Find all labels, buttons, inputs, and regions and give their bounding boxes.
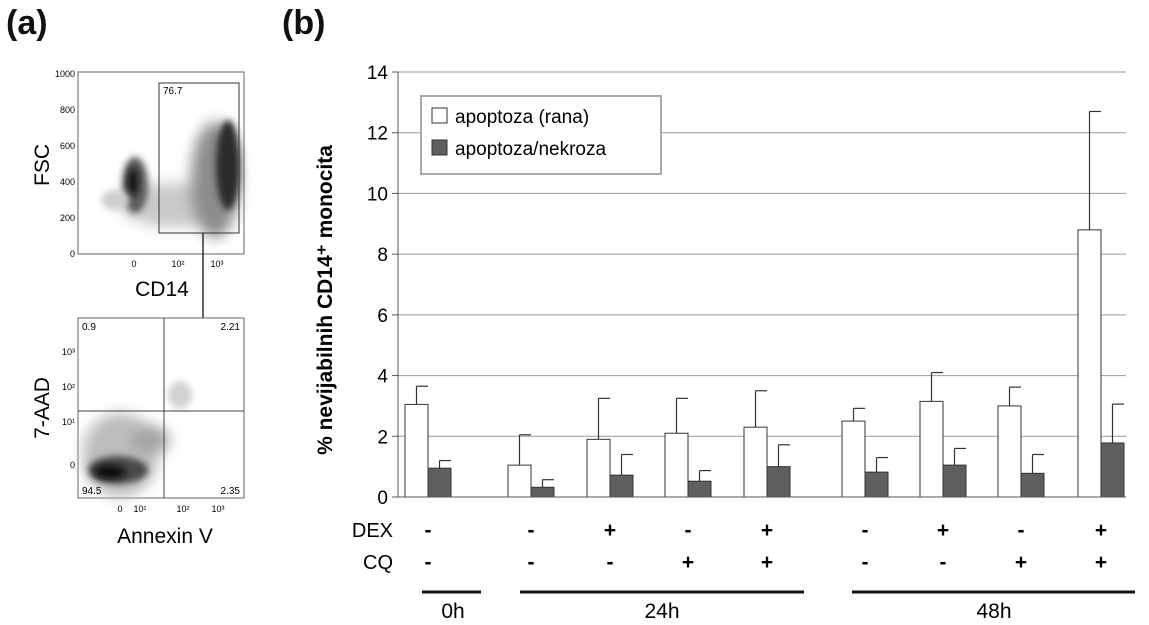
legend-swatch — [431, 139, 448, 156]
bar-apoptoza-rana — [664, 432, 689, 498]
plot1-xtick: 10³ — [210, 259, 223, 269]
condition-symbol: + — [604, 519, 616, 542]
condition-symbol: - — [862, 519, 869, 542]
condition-symbol: - — [862, 551, 869, 574]
plot1-ytick: 600 — [60, 141, 75, 151]
quadrant-lower-right: 2.35 — [221, 486, 241, 497]
condition-row-label: CQ — [363, 552, 393, 574]
y-tick-label: 8 — [377, 245, 388, 266]
bar-apoptoza-nekroza — [864, 471, 889, 498]
gate-value: 76.7 — [163, 86, 183, 97]
plot2-xtick: 10¹ — [133, 504, 146, 514]
plot2-ylabel: 7-AAD — [31, 377, 54, 439]
plot1-ytick: 800 — [60, 105, 75, 115]
bar-apoptoza-rana — [1077, 229, 1102, 498]
plot1-xlabel: CD14 — [135, 278, 189, 301]
bar-apoptoza-nekroza — [942, 464, 967, 498]
condition-symbol: + — [1095, 519, 1107, 542]
condition-row-label: DEX — [352, 520, 393, 542]
plot2-ytick: 0 — [70, 460, 75, 470]
y-tick-label: 0 — [377, 488, 388, 509]
y-tick-label: 12 — [367, 124, 388, 145]
condition-symbol: - — [685, 519, 692, 542]
time-group-label: 24h — [644, 600, 679, 623]
flow-plot-cd14-fsc: 76.7 1000 800 600 400 200 0 0 10² 10³ FS… — [31, 69, 245, 301]
legend-swatch — [431, 107, 448, 124]
bars — [404, 110, 1125, 498]
condition-symbol: + — [937, 519, 949, 542]
bar-apoptoza-nekroza — [427, 467, 452, 498]
condition-symbol: + — [682, 551, 694, 574]
y-tick-label: 14 — [367, 63, 389, 84]
condition-symbol: - — [607, 551, 614, 574]
condition-symbol: + — [761, 519, 773, 542]
quadrant-lower-left: 94.5 — [82, 486, 102, 497]
plot1-ytick: 1000 — [55, 69, 75, 79]
legend-label: apoptoza (rana) — [455, 107, 589, 128]
time-group-label: 48h — [976, 600, 1011, 623]
plot1-ytick: 0 — [70, 249, 75, 259]
condition-symbol: + — [1015, 551, 1027, 574]
plot2-xtick: 0 — [117, 504, 122, 514]
bar-apoptoza-nekroza — [687, 480, 712, 498]
bar-apoptoza-rana — [404, 403, 429, 498]
density-cloud-cd14 — [101, 120, 240, 238]
plot2-ytick: 10¹ — [62, 417, 75, 427]
y-tick-label: 4 — [377, 367, 388, 388]
condition-symbol: - — [425, 519, 432, 542]
plot2-ytick: 10² — [62, 382, 75, 392]
bar-apoptoza-rana — [586, 438, 611, 498]
plot1-xtick: 10² — [171, 259, 184, 269]
condition-symbol: + — [761, 551, 773, 574]
plot2-xtick: 10³ — [211, 504, 224, 514]
bar-apoptoza-rana — [743, 426, 768, 498]
y-tick-label: 10 — [367, 184, 388, 205]
axes: 0 2 4 6 8 10 12 14 — [367, 63, 1126, 509]
legend-label: apoptoza/nekroza — [455, 139, 606, 160]
y-tick-label: 2 — [377, 427, 388, 448]
panel-b-label: (b) — [282, 4, 326, 42]
plot1-ytick: 200 — [60, 213, 75, 223]
gate-rectangle — [158, 82, 240, 234]
bar-apoptoza-nekroza — [609, 474, 634, 498]
bar-apoptoza-rana — [507, 464, 532, 498]
condition-symbol: - — [528, 519, 535, 542]
legend: apoptoza (rana) apoptoza/nekroza — [420, 95, 662, 175]
plot2-xlabel: Annexin V — [117, 525, 213, 548]
plot1-ylabel: FSC — [31, 144, 54, 186]
bar-apoptoza-nekroza — [530, 486, 555, 498]
condition-symbol: - — [940, 551, 947, 574]
y-tick-label: 6 — [377, 306, 388, 327]
condition-symbol: - — [425, 551, 432, 574]
bar-apoptoza-nekroza — [766, 466, 791, 498]
plot1-ytick: 400 — [60, 177, 75, 187]
time-group-label: 0h — [441, 600, 464, 623]
condition-table: DEX - - + - + - + - + CQ - - - + + - - + +0h 24h 48h — [352, 519, 1135, 623]
panel-a-label: (a) — [6, 4, 48, 42]
bar-apoptoza-rana — [997, 405, 1022, 498]
legend-box — [420, 95, 662, 175]
quadrant-upper-right: 2.21 — [221, 322, 241, 333]
plot2-ytick: 10³ — [62, 347, 75, 357]
plot2-xtick: 10² — [176, 504, 189, 514]
density-cloud-annexin — [82, 381, 192, 497]
condition-symbol: + — [1095, 551, 1107, 574]
condition-symbol: - — [1018, 519, 1025, 542]
bar-apoptoza-nekroza — [1100, 442, 1125, 498]
flow-plot-annexin-7aad: 0.9 2.21 94.5 2.35 10³ 10² 10¹ 0 0 10¹ 1… — [31, 317, 245, 548]
quadrant-upper-left: 0.9 — [82, 322, 96, 333]
bar-apoptoza-nekroza — [1020, 472, 1045, 498]
condition-symbol: - — [528, 551, 535, 574]
bar-apoptoza-rana — [841, 420, 866, 498]
y-axis-label: % nevijabilnih CD14⁺ monocita — [314, 145, 337, 455]
bar-apoptoza-rana — [919, 400, 944, 498]
plot1-xtick: 0 — [131, 259, 136, 269]
